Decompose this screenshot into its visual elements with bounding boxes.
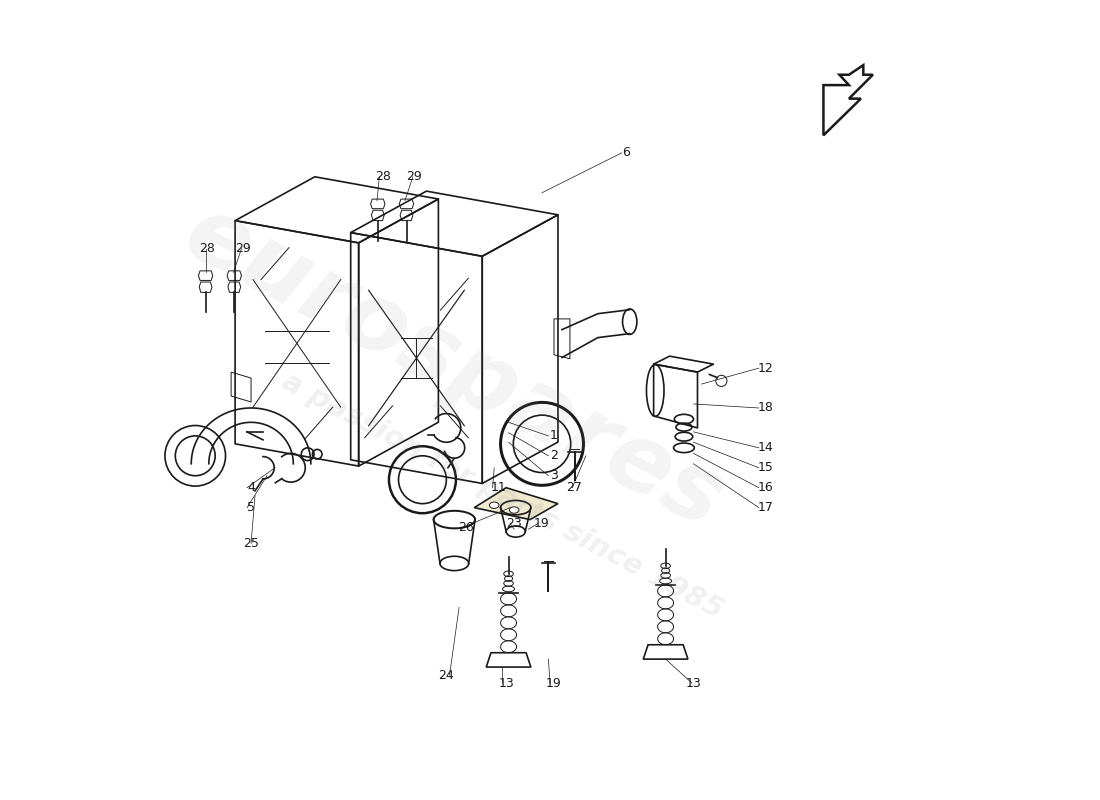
Text: 13: 13 (498, 677, 514, 690)
Text: eurospares: eurospares (169, 187, 739, 549)
Ellipse shape (509, 507, 519, 514)
Text: a passion for parts since 1985: a passion for parts since 1985 (277, 367, 727, 624)
Text: 2: 2 (550, 450, 558, 462)
Text: 13: 13 (685, 677, 702, 690)
Ellipse shape (490, 502, 499, 509)
Text: 11: 11 (491, 481, 506, 494)
Text: 19: 19 (535, 517, 550, 530)
Text: 25: 25 (243, 537, 258, 550)
Text: 27: 27 (566, 481, 582, 494)
Text: 1: 1 (550, 430, 558, 442)
Text: 28: 28 (375, 170, 390, 183)
Text: 12: 12 (758, 362, 773, 374)
Text: 23: 23 (506, 517, 522, 530)
Text: 24: 24 (439, 669, 454, 682)
Polygon shape (474, 488, 558, 519)
Text: 3: 3 (550, 470, 558, 482)
Text: 16: 16 (758, 481, 773, 494)
Text: 18: 18 (757, 402, 773, 414)
Text: 17: 17 (757, 501, 773, 514)
Text: 26: 26 (459, 521, 474, 534)
Text: 28: 28 (199, 242, 216, 255)
Text: 4: 4 (248, 481, 255, 494)
Text: 15: 15 (757, 462, 773, 474)
Text: 14: 14 (758, 442, 773, 454)
Text: 29: 29 (407, 170, 422, 183)
Text: 29: 29 (235, 242, 251, 255)
Text: 6: 6 (621, 146, 629, 159)
Text: 5: 5 (248, 501, 255, 514)
Text: 19: 19 (546, 677, 562, 690)
